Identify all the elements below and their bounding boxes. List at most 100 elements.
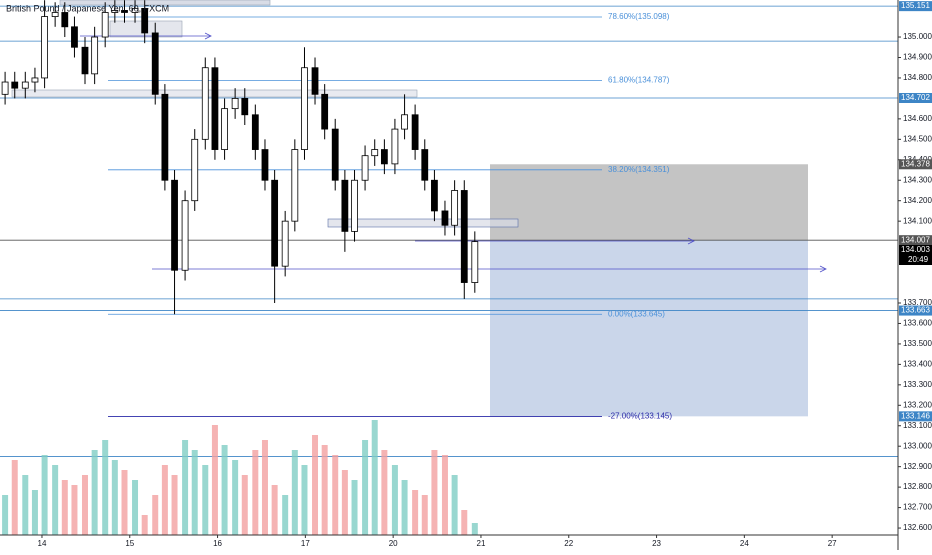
volume-bar xyxy=(102,440,109,535)
volume-bar xyxy=(461,510,468,535)
volume-bar xyxy=(261,440,268,535)
x-tick-label: 17 xyxy=(301,539,310,548)
price-label-box xyxy=(899,1,932,12)
volume-bar xyxy=(81,475,88,535)
price-label-box xyxy=(899,235,932,246)
candle-body xyxy=(460,190,468,283)
volume-bar xyxy=(2,495,9,535)
fib-label: 78.60%(135.098) xyxy=(608,12,670,21)
price-label: 133.663 xyxy=(901,306,930,315)
candle-body xyxy=(171,179,178,271)
candle-body xyxy=(291,149,299,222)
y-tick-label: 133.700 xyxy=(903,298,932,307)
arrow-head xyxy=(819,265,827,273)
candle-body xyxy=(201,67,209,140)
y-tick-label: 134.600 xyxy=(903,114,932,123)
volume-bar xyxy=(351,480,358,535)
candle-body xyxy=(111,10,119,13)
candle-body xyxy=(341,179,349,232)
candle-body xyxy=(281,220,289,267)
candle-body xyxy=(401,114,408,130)
volume-bar xyxy=(11,460,18,535)
price-label: 134.702 xyxy=(901,93,930,102)
candle-body xyxy=(141,7,149,34)
y-tick-label: 133.500 xyxy=(903,339,932,348)
chart-title: British Pound / Japanese Yen, 60, FXCM xyxy=(6,3,169,13)
y-tick-label: 133.000 xyxy=(903,441,932,450)
candle-body xyxy=(451,190,459,226)
volume-bar xyxy=(141,515,148,535)
candle-body xyxy=(181,200,189,271)
x-tick-label: 14 xyxy=(38,539,47,548)
price-label-box xyxy=(899,411,932,422)
candle-body xyxy=(1,81,9,95)
y-tick-label: 133.600 xyxy=(903,319,932,328)
candle-body xyxy=(441,210,449,226)
candle-body xyxy=(11,81,19,89)
y-tick-label: 133.300 xyxy=(903,380,932,389)
time-axis xyxy=(0,535,898,550)
price-label: 133.146 xyxy=(901,411,930,420)
candle-body xyxy=(351,179,358,232)
candle-body xyxy=(271,179,279,267)
fib-label: 0.00%(133.645) xyxy=(608,309,665,318)
volume-bar xyxy=(202,465,209,535)
volume-bar xyxy=(91,450,98,535)
volume-bar xyxy=(362,440,369,535)
y-tick-label: 134.300 xyxy=(903,175,932,184)
candle-body xyxy=(191,138,199,202)
last-price-box xyxy=(899,245,932,266)
candle-body xyxy=(431,179,438,212)
candle-body xyxy=(31,77,39,83)
drawing-rect xyxy=(327,218,519,228)
price-label-box xyxy=(899,92,932,103)
x-tick-label: 27 xyxy=(828,539,837,548)
volume-bar xyxy=(22,475,29,535)
price-label: 134.007 xyxy=(901,235,930,244)
y-tick-label: 135.000 xyxy=(903,32,932,41)
volume-bar xyxy=(241,475,248,535)
volume-bar xyxy=(441,455,448,535)
volume-bar xyxy=(412,490,419,535)
candle-body xyxy=(311,67,319,95)
candle-body xyxy=(471,241,479,283)
x-tick-label: 24 xyxy=(740,539,749,548)
y-tick-label: 134.100 xyxy=(903,216,932,225)
candle-body xyxy=(251,114,259,150)
candle-body xyxy=(421,149,429,181)
volume-bar xyxy=(431,450,438,535)
target-zone xyxy=(490,240,808,417)
candle-body xyxy=(301,67,308,150)
candle-body xyxy=(51,12,59,17)
arrow-head xyxy=(204,32,212,40)
volume-bar xyxy=(171,475,178,535)
volume-bar xyxy=(401,480,408,535)
y-tick-label: 134.900 xyxy=(903,53,932,62)
volume-bar xyxy=(41,455,48,535)
candle-body xyxy=(380,149,388,165)
y-tick-label: 133.200 xyxy=(903,400,932,409)
x-tick-label: 15 xyxy=(125,539,134,548)
volume-bar xyxy=(282,495,289,535)
candle-body xyxy=(321,93,329,130)
candle-body xyxy=(361,155,369,181)
fib-label: 38.20%(134.351) xyxy=(608,165,670,174)
y-tick-label: 132.800 xyxy=(903,482,932,491)
candle-body xyxy=(231,98,239,110)
fib-label: -27.00%(133.145) xyxy=(608,412,672,421)
candle-body xyxy=(161,93,169,181)
volume-bar xyxy=(391,465,398,535)
candle-body xyxy=(121,10,128,13)
candle-body xyxy=(221,108,228,150)
y-tick-label: 134.200 xyxy=(903,196,932,205)
candle-body xyxy=(81,46,89,75)
volume-bar xyxy=(291,450,298,535)
y-tick-label: 132.600 xyxy=(903,523,932,532)
candle-body xyxy=(211,67,219,150)
candle-body xyxy=(91,36,99,75)
y-tick-label: 134.800 xyxy=(903,73,932,82)
volume-bar xyxy=(271,485,278,535)
candle-body xyxy=(151,32,159,95)
volume-bar xyxy=(421,495,428,535)
candle-body xyxy=(101,12,109,38)
